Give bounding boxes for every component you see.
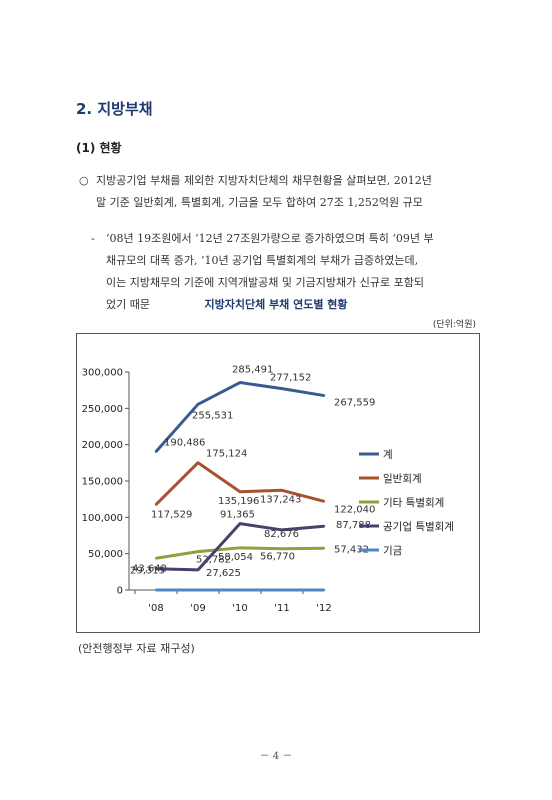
x-tick-label: '08 xyxy=(148,603,163,614)
data-label: 190,486 xyxy=(164,438,205,449)
data-point xyxy=(154,450,158,453)
x-tick-label: '10 xyxy=(232,603,247,614)
data-point xyxy=(322,588,326,592)
data-label: 255,531 xyxy=(192,410,233,421)
y-tick-label: 150,000 xyxy=(82,477,123,488)
data-point xyxy=(154,557,158,560)
data-point xyxy=(238,546,242,550)
sub-bullet-line-4: 었기 때문 xyxy=(106,298,150,311)
data-point xyxy=(196,461,200,464)
data-label: 29,315 xyxy=(130,566,165,577)
legend-label: 공기업 특별회계 xyxy=(383,520,454,533)
data-label: 117,529 xyxy=(151,510,192,521)
data-label: 27,625 xyxy=(206,568,241,579)
subsection-title: (1) 현황 xyxy=(76,141,122,155)
x-tick-label: '11 xyxy=(274,603,289,614)
page-number: － 4 － xyxy=(259,751,293,762)
sub-bullet-line-3: 이는 지방채무의 기준에 지역개발공채 및 기금지방채가 신규로 포함되 xyxy=(106,276,424,289)
data-point xyxy=(280,588,284,592)
data-label: 82,676 xyxy=(264,529,299,540)
data-label: 285,491 xyxy=(232,365,273,376)
bullet-symbol: ○ xyxy=(79,174,89,187)
data-label: 137,243 xyxy=(260,494,301,505)
data-point xyxy=(154,503,158,506)
bullet-line-1: 지방공기업 부채를 제외한 지방자치단체의 채무현황을 살펴보면, 2012년 xyxy=(96,174,432,187)
legend-label: 기타 특별회계 xyxy=(383,497,444,509)
sub-bullet-symbol: - xyxy=(91,232,95,245)
x-tick-label: '09 xyxy=(190,603,205,614)
data-label: 87,788 xyxy=(336,520,371,531)
data-point xyxy=(154,588,158,592)
data-point xyxy=(280,387,284,390)
data-point xyxy=(196,550,200,553)
data-point xyxy=(322,394,326,397)
legend-label: 기금 xyxy=(383,545,403,557)
chart-unit: (단위:억원) xyxy=(432,320,476,330)
sub-bullet-line-2: 채규모의 대폭 증가, ’10년 공기업 특별회계의 부채가 급증하였는데, xyxy=(106,254,419,267)
data-label: 52,782 xyxy=(196,555,231,566)
source-note: (안전행정부 자료 재구성) xyxy=(78,642,195,655)
y-tick-label: 250,000 xyxy=(82,404,123,415)
data-point xyxy=(322,525,326,528)
data-point xyxy=(322,500,326,503)
bullet-line-2: 말 기준 일반회계, 특별회계, 기금을 모두 합하여 27조 1,252억원 … xyxy=(96,196,423,209)
data-label: 57,432 xyxy=(334,544,369,555)
bullet-paragraph: 지방공기업 부채를 제외한 지방자치단체의 채무현황을 살펴보면, 2012년 … xyxy=(96,170,476,214)
data-label: 267,559 xyxy=(334,398,375,409)
chart-frame: 0 50,000 100,000 150,000 200,000 250,000 300,0… xyxy=(76,333,480,633)
data-point xyxy=(238,588,242,592)
x-tick-label: '12 xyxy=(316,603,331,614)
data-label: 56,770 xyxy=(260,552,295,563)
section-title: 2. 지방부채 xyxy=(76,100,153,118)
data-point xyxy=(280,547,284,550)
data-label: 58,054 xyxy=(218,552,253,563)
data-point xyxy=(196,588,200,592)
data-point xyxy=(238,522,242,525)
y-tick-label: 100,000 xyxy=(82,513,123,524)
legend-label: 계 xyxy=(383,449,393,461)
data-point xyxy=(238,490,242,493)
y-tick-label: 0 xyxy=(117,586,123,597)
data-point xyxy=(196,403,200,406)
data-label: 135,196 xyxy=(218,496,259,507)
data-label: 122,040 xyxy=(334,504,375,515)
sub-bullet-line-1: ‘08년 19조원에서 ’12년 27조원가량으로 증가하였으며 특히 ‘09년… xyxy=(106,232,434,245)
y-tick-label: 50,000 xyxy=(88,549,123,560)
chart-title: 지방자치단체 부채 연도별 현황 xyxy=(204,298,348,311)
data-label: 277,152 xyxy=(270,373,311,384)
data-label: 175,124 xyxy=(206,449,247,460)
y-tick-label: 300,000 xyxy=(82,368,123,379)
data-point xyxy=(196,568,200,572)
data-point xyxy=(280,528,284,532)
y-tick-label: 200,000 xyxy=(82,440,123,451)
legend-label: 일반회계 xyxy=(383,472,422,485)
line-chart: 0 50,000 100,000 150,000 200,000 250,000 300,0… xyxy=(82,365,454,614)
data-point xyxy=(154,567,158,570)
data-point xyxy=(322,547,326,550)
data-label: 43,642 xyxy=(132,563,167,574)
data-point xyxy=(280,489,284,492)
data-label: 91,365 xyxy=(220,510,255,521)
sub-bullet-paragraph: ‘08년 19조원에서 ’12년 27조원가량으로 증가하였으며 특히 ‘09년… xyxy=(106,228,476,316)
data-point xyxy=(238,381,242,384)
